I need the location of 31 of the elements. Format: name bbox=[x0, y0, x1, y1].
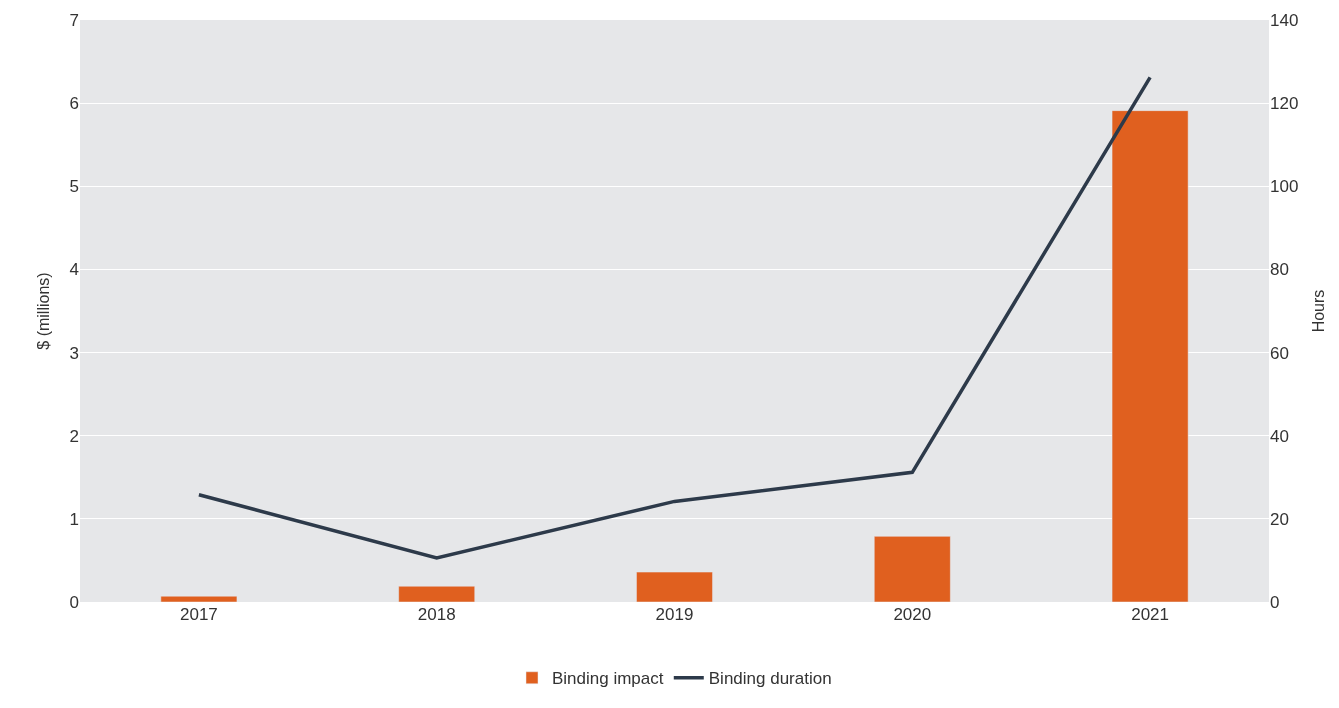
legend-label: Binding impact bbox=[552, 669, 664, 689]
y-tick-label: 1 bbox=[69, 509, 79, 529]
y-axis-title: $ (millions) bbox=[35, 272, 53, 350]
y-tick-label: 6 bbox=[69, 94, 79, 114]
y-tick-label: 3 bbox=[69, 343, 79, 363]
y2-tick-label: 120 bbox=[1270, 94, 1299, 114]
line-series bbox=[197, 75, 1152, 560]
legend-label: Binding duration bbox=[708, 669, 832, 689]
y2-tick-label: 40 bbox=[1270, 426, 1289, 446]
x-tick-label: 2019 bbox=[655, 605, 694, 624]
x-tick-label: 2020 bbox=[893, 605, 932, 624]
y-tick-label: 2 bbox=[69, 426, 79, 446]
y2-tick-label: 20 bbox=[1270, 509, 1289, 529]
bar bbox=[398, 585, 475, 602]
y2-tick-label: 100 bbox=[1270, 177, 1299, 197]
bar bbox=[636, 571, 713, 602]
x-tick-label: 2021 bbox=[1131, 605, 1170, 624]
bar bbox=[160, 595, 238, 602]
y2-axis-title: Hours bbox=[1310, 289, 1328, 333]
y2-tick-label: 140 bbox=[1270, 10, 1299, 30]
bar bbox=[1111, 110, 1189, 602]
y2-tick-label: 0 bbox=[1270, 592, 1280, 612]
bar bbox=[874, 536, 951, 602]
y-tick-label: 4 bbox=[69, 260, 79, 280]
x-tick-label: 2017 bbox=[179, 605, 218, 624]
x-tick-label: 2018 bbox=[417, 605, 456, 624]
y-tick-label: 7 bbox=[69, 10, 79, 30]
y2-tick-label: 60 bbox=[1270, 343, 1289, 363]
y2-tick-label: 80 bbox=[1270, 260, 1289, 280]
y-tick-label: 5 bbox=[69, 177, 79, 197]
y-tick-label: 0 bbox=[69, 592, 79, 612]
